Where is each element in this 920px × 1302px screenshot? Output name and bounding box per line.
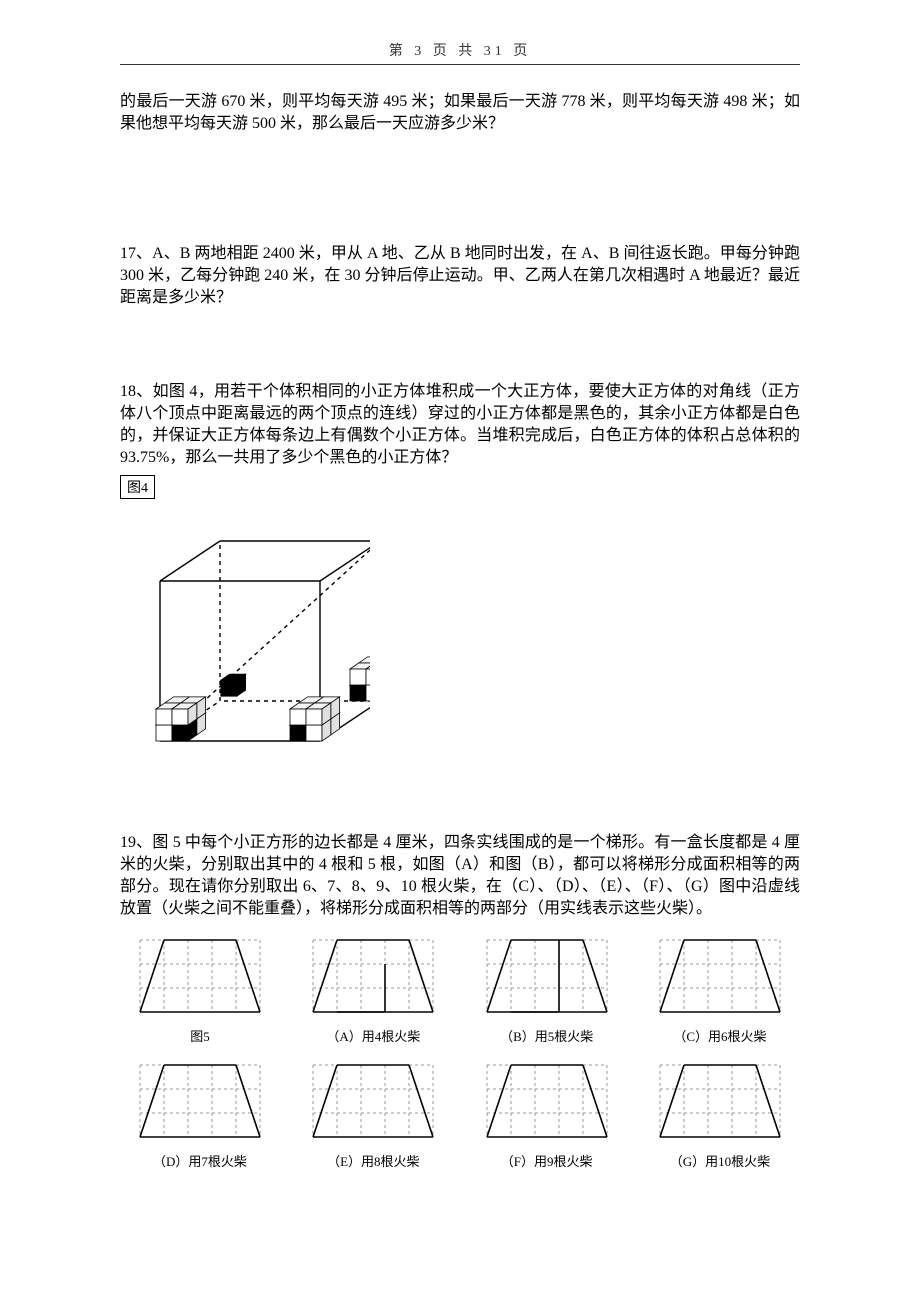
- figure-caption: （F）用9根火柴: [467, 1151, 627, 1170]
- q16-tail: 的最后一天游 670 米，则平均每天游 495 米；如果最后一天游 778 米，…: [120, 91, 800, 135]
- figure-caption: （C）用6根火柴: [640, 1026, 800, 1045]
- q17: 17、A、B 两地相距 2400 米，甲从 A 地、乙从 B 地同时出发，在 A…: [120, 243, 800, 309]
- figure-caption: （D）用7根火柴: [120, 1151, 280, 1170]
- figure-4-label: 图4: [120, 475, 155, 499]
- trapezoid-figure: （A）用4根火柴: [293, 928, 453, 1045]
- trapezoid-figure: （G）用10根火柴: [640, 1053, 800, 1170]
- spacer: [120, 135, 800, 243]
- trapezoid-row-2: （D）用7根火柴 （E）用8根火柴 （F）用9根火柴 （G）用10根火柴: [120, 1053, 800, 1170]
- page: 第 3 页 共 31 页 的最后一天游 670 米，则平均每天游 495 米；如…: [120, 0, 800, 1230]
- figure-caption: 图5: [120, 1026, 280, 1045]
- page-header: 第 3 页 共 31 页: [120, 40, 800, 65]
- figure-caption: （B）用5根火柴: [467, 1026, 627, 1045]
- q18: 18、如图 4，用若干个体积相同的小正方体堆积成一个大正方体，要使大正方体的对角…: [120, 381, 800, 469]
- figure-caption: （E）用8根火柴: [293, 1151, 453, 1170]
- trapezoid-figure: （F）用9根火柴: [467, 1053, 627, 1170]
- spacer: [120, 309, 800, 381]
- spacer: [120, 806, 800, 832]
- figure-4: 图4: [120, 475, 800, 806]
- trapezoid-row-1: 图5 （A）用4根火柴 （B）用5根火柴 （C）用6根火柴: [120, 928, 800, 1045]
- trapezoid-figure: （D）用7根火柴: [120, 1053, 280, 1170]
- trapezoid-figure: （C）用6根火柴: [640, 928, 800, 1045]
- figure-caption: （A）用4根火柴: [293, 1026, 453, 1045]
- cube-diagram: [120, 501, 800, 806]
- q19: 19、图 5 中每个小正方形的边长都是 4 厘米，四条实线围成的是一个梯形。有一…: [120, 832, 800, 920]
- trapezoid-figure: 图5: [120, 928, 280, 1045]
- trapezoid-figure: （B）用5根火柴: [467, 928, 627, 1045]
- header-text: 第 3 页 共 31 页: [389, 44, 532, 59]
- figure-caption: （G）用10根火柴: [640, 1151, 800, 1170]
- trapezoid-figure: （E）用8根火柴: [293, 1053, 453, 1170]
